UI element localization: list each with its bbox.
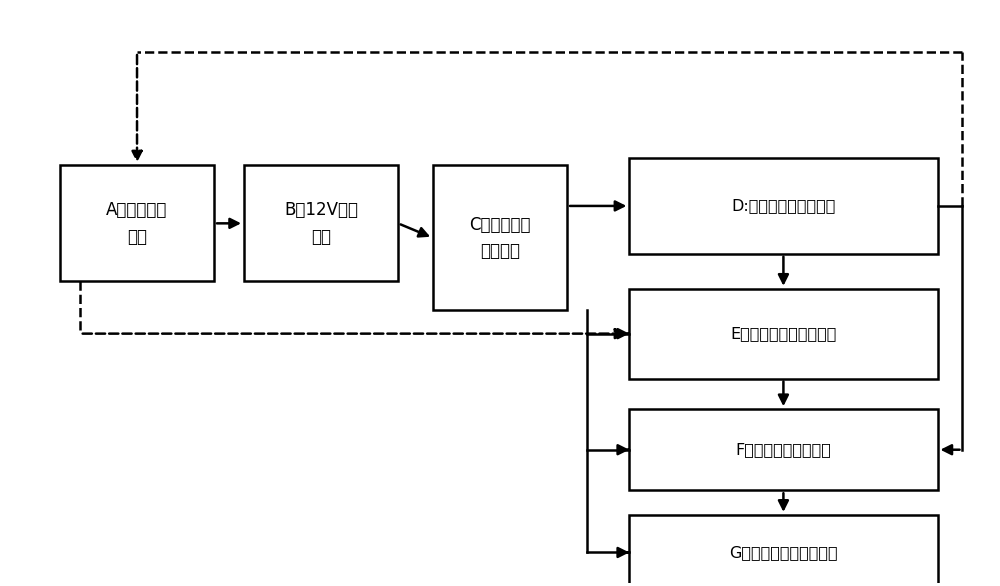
Text: D:第一电压比较器电路: D:第一电压比较器电路	[731, 199, 836, 213]
Text: G：继电器自动切换电路: G：继电器自动切换电路	[729, 545, 838, 560]
FancyBboxPatch shape	[244, 165, 398, 281]
FancyBboxPatch shape	[629, 409, 938, 490]
FancyBboxPatch shape	[629, 158, 938, 254]
Text: B：12V冗余
电路: B：12V冗余 电路	[284, 201, 358, 246]
Text: E：第二电压比较器电路: E：第二电压比较器电路	[730, 326, 837, 341]
FancyBboxPatch shape	[433, 165, 567, 311]
FancyBboxPatch shape	[629, 289, 938, 379]
FancyBboxPatch shape	[629, 515, 938, 586]
Text: C：第一可控
开关电路: C：第一可控 开关电路	[469, 216, 531, 260]
FancyBboxPatch shape	[60, 165, 214, 281]
Text: F：第二可控开关电路: F：第二可控开关电路	[735, 442, 831, 457]
Text: A：电源输入
电路: A：电源输入 电路	[106, 201, 168, 246]
